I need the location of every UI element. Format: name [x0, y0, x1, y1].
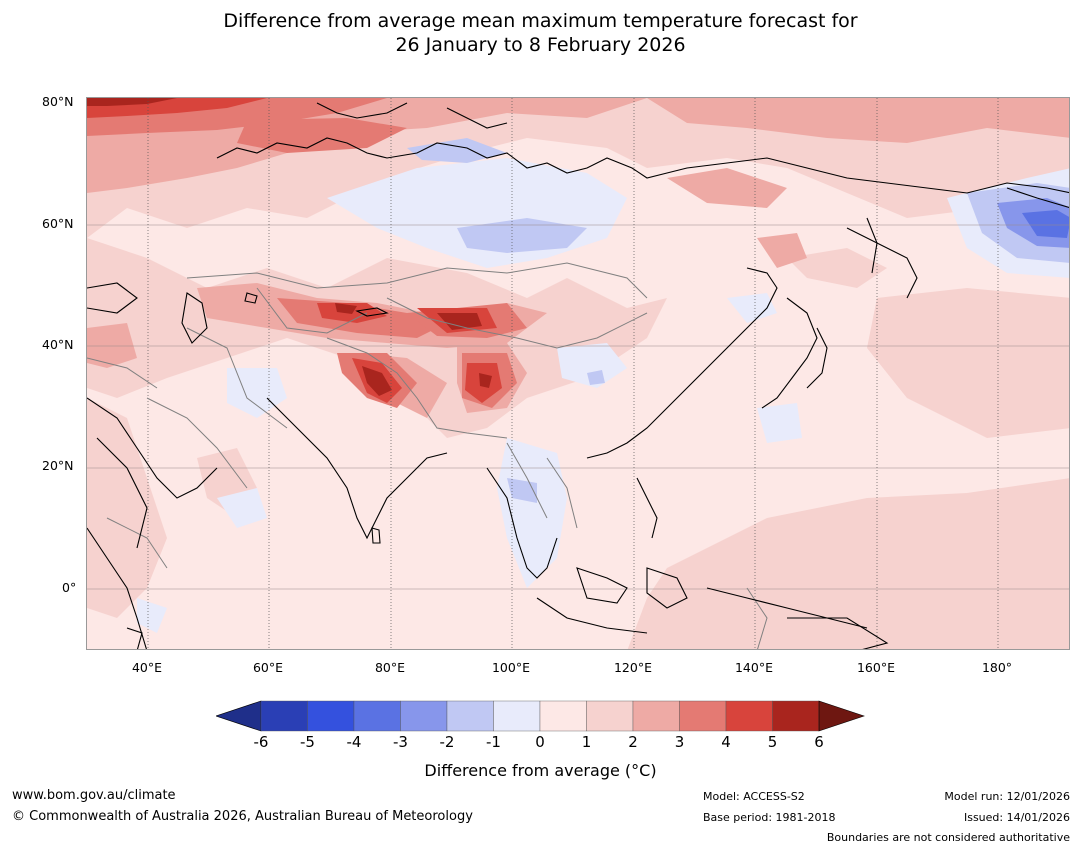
footer-base-period: Base period: 1981-2018: [703, 811, 836, 824]
lon-label-80e: 80°E: [374, 660, 406, 675]
lat-label-0: 0°: [62, 580, 77, 595]
colorbar-tick-label: 3: [674, 733, 685, 751]
lon-label-100e: 100°E: [491, 660, 530, 675]
lat-label-40n: 40°N: [42, 337, 74, 352]
colorbar: [215, 700, 866, 736]
colorbar-tick-label: 2: [628, 733, 638, 751]
lon-label-40e: 40°E: [131, 660, 163, 675]
colorbar-cell: [446, 700, 494, 732]
footer-disclaimer: Boundaries are not considered authoritat…: [826, 831, 1070, 844]
colorbar-cell: [353, 700, 401, 732]
colorbar-tick-label: 4: [721, 733, 731, 751]
footer-copyright: © Commonwealth of Australia 2026, Austra…: [12, 809, 473, 824]
colorbar-tick-label: 0: [535, 733, 545, 751]
footer-model-run: Model run: 12/01/2026: [944, 790, 1070, 803]
anomaly-5-6: [87, 98, 492, 396]
colorbar-tick-label: -4: [346, 733, 362, 751]
lon-label-140e: 140°E: [734, 660, 773, 675]
map-title: Difference from average mean maximum tem…: [0, 9, 1081, 57]
colorbar-cell: [725, 700, 773, 732]
colorbar-extend-low: [215, 700, 262, 732]
anomaly-minus4-minus3: [1022, 210, 1069, 238]
title-line-1: Difference from average mean maximum tem…: [223, 10, 858, 32]
colorbar-svg: [215, 700, 865, 732]
colorbar-title: Difference from average (°C): [424, 761, 657, 780]
colorbar-cell: [493, 700, 541, 732]
colorbar-cell: [400, 700, 448, 732]
coastlines: [87, 102, 1069, 649]
lat-label-80n: 80°N: [42, 94, 74, 109]
lon-label-60e: 60°E: [252, 660, 284, 675]
colorbar-cell: [679, 700, 727, 732]
colorbar-tick-label: -2: [439, 733, 455, 751]
lat-label-60n: 60°N: [42, 216, 74, 231]
colorbar-tick-label: -5: [300, 733, 315, 751]
forecast-map: [86, 97, 1070, 650]
footer-url[interactable]: www.bom.gov.au/climate: [12, 788, 176, 803]
latitude-gridlines: [87, 224, 1069, 590]
colorbar-tick-label: 1: [581, 733, 592, 751]
footer-issued: Issued: 14/01/2026: [963, 811, 1070, 824]
colorbar-cell: [586, 700, 634, 732]
colorbar-tick-label: 6: [814, 733, 824, 751]
lon-label-160e: 160°E: [856, 660, 895, 675]
colorbar-cell: [632, 700, 680, 732]
colorbar-cells: [215, 700, 865, 732]
title-line-2: 26 January to 8 February 2026: [395, 34, 686, 56]
footer-model: Model: ACCESS-S2: [703, 790, 805, 803]
colorbar-cell: [772, 700, 820, 732]
colorbar-tick-label: -6: [253, 733, 269, 751]
colorbar-cell: [307, 700, 355, 732]
lon-label-180: 180°: [981, 660, 1013, 675]
country-boundaries: [87, 262, 768, 649]
lat-label-20n: 20°N: [42, 458, 74, 473]
colorbar-tick-label: -3: [393, 733, 408, 751]
longitude-gridlines: [147, 98, 999, 649]
colorbar-tick-label: 5: [767, 733, 778, 751]
colorbar-tick-label: -1: [486, 733, 501, 751]
colorbar-cell: [260, 700, 308, 732]
lon-label-120e: 120°E: [613, 660, 652, 675]
colorbar-extend-high: [818, 700, 865, 732]
colorbar-cell: [539, 700, 587, 732]
map-svg: [87, 98, 1069, 649]
